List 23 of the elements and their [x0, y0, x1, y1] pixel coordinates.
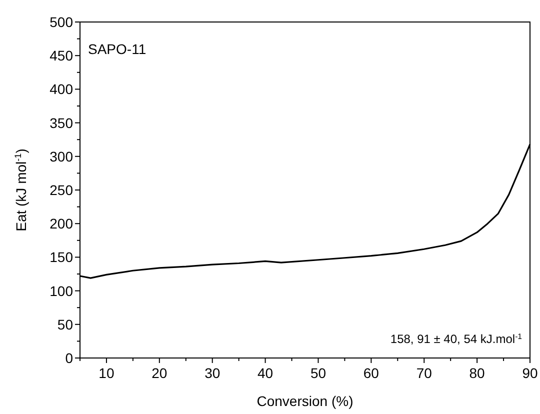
x-tick-label: 70	[416, 365, 432, 381]
x-tick-label: 40	[258, 365, 274, 381]
x-tick-label: 80	[469, 365, 486, 381]
x-tick-label: 90	[522, 365, 538, 381]
annotation: SAPO-11	[88, 41, 146, 57]
x-tick-label: 50	[310, 365, 326, 381]
y-tick-label: 0	[65, 350, 74, 366]
y-tick-label: 500	[50, 14, 74, 30]
y-tick-label: 150	[50, 249, 74, 266]
y-tick-label: 200	[50, 216, 74, 232]
y-tick-label: 50	[57, 316, 74, 332]
y-tick-label: 350	[50, 114, 74, 131]
y-tick-label: 400	[50, 81, 74, 98]
x-tick-label: 60	[363, 365, 380, 381]
y-tick-label: 250	[50, 182, 74, 198]
y-tick-label: 300	[50, 148, 74, 164]
x-axis-title: Conversion (%)	[256, 393, 354, 409]
x-tick-label: 20	[152, 365, 168, 381]
y-tick-label: 450	[50, 48, 74, 64]
y-tick-label: 100	[50, 282, 74, 299]
x-tick-label: 10	[98, 365, 114, 381]
annotation: 158, 91 ± 40, 54 kJ.mol$^{-1}$	[390, 332, 522, 346]
x-tick-label: 30	[204, 365, 220, 381]
